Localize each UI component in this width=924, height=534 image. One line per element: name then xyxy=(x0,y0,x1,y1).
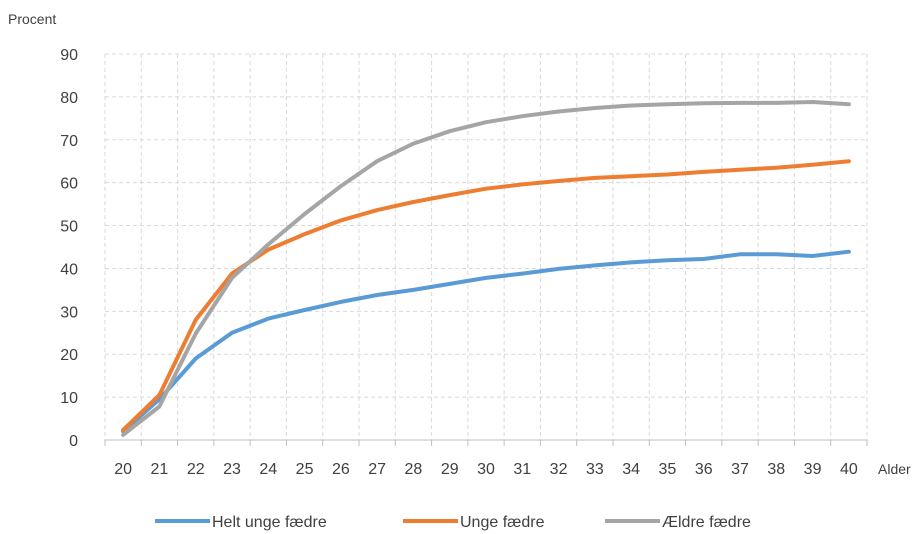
x-tick-label: 39 xyxy=(804,461,822,478)
x-tick-label: 32 xyxy=(550,461,568,478)
x-tick-label: 40 xyxy=(840,461,858,478)
y-tick-label: 10 xyxy=(60,390,78,407)
x-tick-label: 24 xyxy=(259,461,277,478)
x-axis-title: Alder xyxy=(878,461,911,477)
legend-label: Unge fædre xyxy=(460,514,545,531)
y-tick-label: 40 xyxy=(60,261,78,278)
legend-label: Helt unge fædre xyxy=(212,514,327,531)
series-line-helt-unge-f-dre xyxy=(121,249,851,434)
x-tick-label: 34 xyxy=(622,461,640,478)
x-tick-label: 38 xyxy=(767,461,785,478)
gridlines xyxy=(104,53,868,440)
y-axis-ticks: 0 10 20 30 40 50 60 70 80 90 xyxy=(60,47,78,450)
y-tick-label: 80 xyxy=(60,90,78,107)
x-tick-label: 31 xyxy=(513,461,531,478)
x-tick-label: 33 xyxy=(586,461,604,478)
legend: Helt unge fædre Unge fædre Ældre fædre xyxy=(155,514,751,531)
y-tick-label: 60 xyxy=(60,176,78,193)
legend-label: Ældre fædre xyxy=(662,514,751,531)
x-tick-label: 20 xyxy=(114,461,132,478)
x-tick-label: 35 xyxy=(659,461,677,478)
x-tick-label: 22 xyxy=(187,461,205,478)
y-tick-label: 50 xyxy=(60,219,78,236)
series-line-unge-f-dre xyxy=(121,159,851,433)
x-tick-label: 29 xyxy=(441,461,459,478)
x-tick-label: 36 xyxy=(695,461,713,478)
x-tick-label: 26 xyxy=(332,461,350,478)
x-tick-label: 30 xyxy=(477,461,495,478)
y-tick-label: 20 xyxy=(60,347,78,364)
series-line--ldre-f-dre xyxy=(121,100,851,437)
x-tick-label: 27 xyxy=(368,461,386,478)
y-tick-label: 90 xyxy=(60,47,78,64)
x-axis-ticks: 20 21 22 23 24 25 26 27 28 29 30 31 32 33 34 35 36 37 38 39… xyxy=(104,440,868,478)
x-tick-label: 21 xyxy=(151,461,169,478)
x-tick-label: 37 xyxy=(731,461,749,478)
x-tick-label: 28 xyxy=(405,461,423,478)
y-tick-label: 70 xyxy=(60,133,78,150)
y-tick-label: 30 xyxy=(60,304,78,321)
x-tick-label: 23 xyxy=(223,461,241,478)
series-lines xyxy=(121,100,851,437)
y-axis-title: Procent xyxy=(8,11,56,27)
x-tick-label: 25 xyxy=(296,461,314,478)
y-tick-label: 0 xyxy=(69,433,78,450)
